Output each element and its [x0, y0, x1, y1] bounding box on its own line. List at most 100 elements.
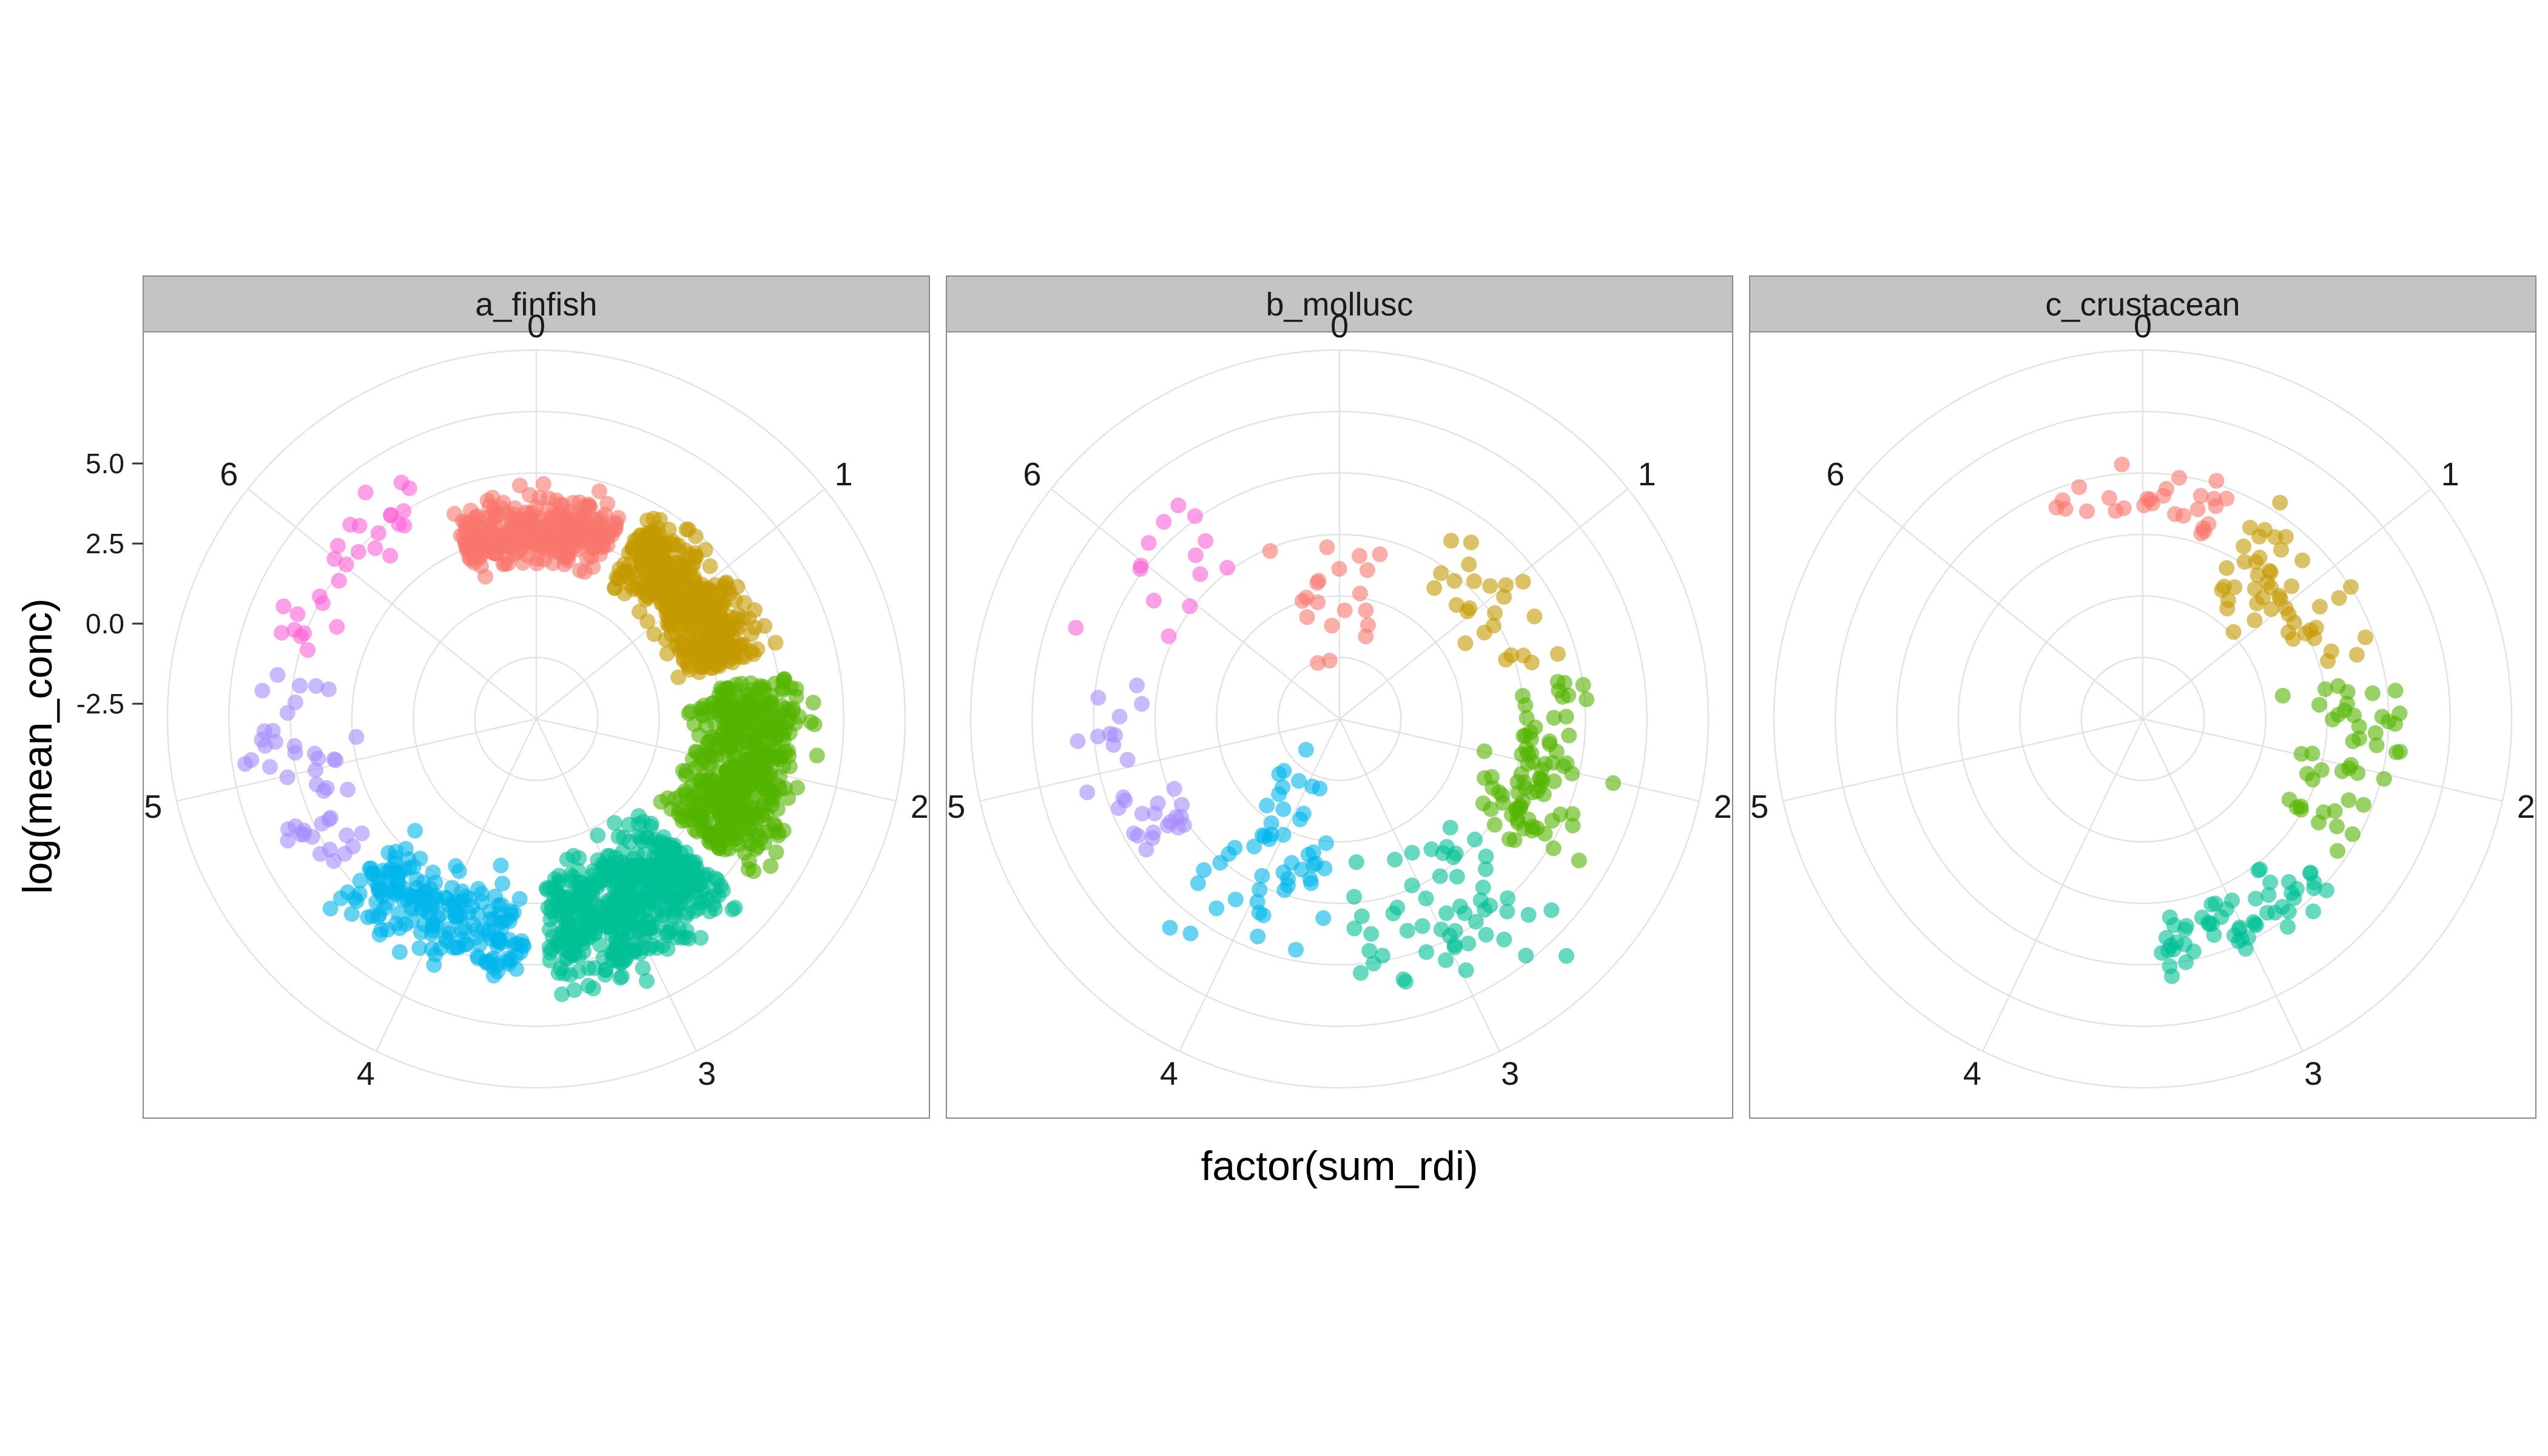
data-point-2 [1495, 795, 1511, 811]
data-point-2 [2391, 706, 2408, 721]
data-point-4 [371, 926, 388, 943]
data-point-4 [500, 953, 516, 969]
data-point-4 [1318, 835, 1334, 851]
data-point-2 [2339, 695, 2355, 712]
data-point-0 [2142, 491, 2159, 508]
data-point-2 [2387, 682, 2404, 699]
data-point-1 [2225, 624, 2242, 640]
data-point-3 [1423, 841, 1440, 857]
data-point-3 [1395, 971, 1412, 988]
data-point-4 [391, 944, 408, 960]
data-point-3 [602, 848, 618, 864]
data-point-3 [1448, 845, 1464, 861]
data-point-1 [1496, 588, 1512, 605]
data-point-2 [1544, 812, 1560, 829]
angle-tick-label: 0 [1330, 308, 1349, 345]
data-point-4 [1250, 928, 1266, 945]
data-point-5 [304, 829, 320, 845]
data-point-2 [805, 695, 821, 711]
data-point-3 [559, 891, 576, 907]
data-point-3 [675, 854, 691, 870]
data-point-2 [2392, 744, 2408, 760]
data-point-4 [470, 881, 487, 897]
data-point-0 [1310, 655, 1326, 671]
data-point-2 [675, 763, 691, 779]
angle-tick-label: 0 [527, 308, 545, 345]
x-axis-title: factor(sum_rdi) [1201, 1143, 1478, 1189]
data-point-3 [2280, 918, 2296, 935]
panels-layer: a_finfish0123456b_mollusc0123456c_crusta… [143, 275, 2536, 1119]
data-point-1 [623, 578, 639, 594]
data-point-5 [326, 751, 342, 767]
data-point-6 [1192, 566, 1208, 582]
data-point-1 [2255, 590, 2271, 605]
data-point-5 [1090, 690, 1107, 706]
data-point-3 [2319, 882, 2334, 898]
data-point-4 [1182, 925, 1199, 942]
data-point-2 [2345, 733, 2361, 749]
data-point-4 [1263, 826, 1279, 843]
data-point-2 [711, 840, 727, 857]
data-point-1 [2216, 578, 2233, 595]
data-point-1 [663, 615, 679, 631]
data-point-0 [1358, 602, 1374, 619]
data-point-4 [1252, 881, 1268, 898]
data-point-1 [687, 573, 703, 589]
data-point-6 [1133, 558, 1149, 574]
data-point-5 [279, 705, 295, 721]
data-point-4 [425, 922, 441, 939]
data-point-4 [426, 957, 442, 973]
data-point-4 [1227, 840, 1243, 856]
data-point-2 [1510, 801, 1526, 817]
angle-tick-label: 6 [1826, 456, 1844, 493]
data-point-2 [2330, 843, 2346, 859]
data-point-3 [607, 815, 623, 831]
data-point-0 [511, 477, 528, 494]
data-point-5 [1126, 825, 1142, 841]
data-point-0 [487, 516, 503, 531]
data-point-3 [2260, 887, 2277, 903]
data-point-4 [449, 893, 465, 909]
data-point-4 [480, 954, 496, 970]
data-point-3 [1348, 854, 1364, 871]
data-point-2 [1548, 743, 1565, 760]
angle-tick-label: 6 [220, 456, 238, 493]
data-point-2 [2344, 826, 2361, 842]
data-point-5 [321, 811, 337, 827]
data-point-1 [716, 596, 732, 612]
data-point-1 [2263, 601, 2279, 617]
angle-tick-label: 3 [2304, 1056, 2322, 1092]
data-point-3 [701, 903, 718, 920]
data-point-2 [719, 762, 735, 778]
data-point-0 [1352, 548, 1367, 564]
data-point-3 [1500, 890, 1516, 906]
grid-spoke [2142, 718, 2304, 1052]
data-point-1 [676, 590, 692, 607]
data-point-3 [1353, 965, 1369, 981]
data-point-4 [404, 912, 420, 929]
data-point-0 [595, 539, 612, 555]
data-point-5 [280, 832, 296, 849]
data-point-3 [1478, 848, 1494, 864]
data-point-6 [286, 622, 303, 638]
data-point-3 [639, 973, 655, 989]
angle-tick-label: 1 [2441, 456, 2459, 493]
data-point-4 [1275, 801, 1292, 817]
data-point-3 [2302, 864, 2319, 881]
data-point-2 [2376, 770, 2392, 787]
data-point-3 [1496, 931, 1512, 948]
grid-spoke [176, 718, 537, 802]
angle-tick-label: 2 [1714, 789, 1732, 825]
data-point-3 [693, 929, 709, 946]
data-point-1 [1498, 652, 1514, 668]
data-point-1 [1549, 645, 1566, 662]
data-point-0 [462, 536, 479, 552]
data-point-2 [1506, 832, 1523, 848]
data-point-2 [2341, 760, 2357, 777]
data-point-5 [322, 841, 338, 858]
angle-tick-label: 0 [2134, 308, 2152, 345]
data-point-6 [401, 480, 417, 496]
data-point-2 [2311, 696, 2327, 713]
data-point-4 [352, 872, 368, 889]
